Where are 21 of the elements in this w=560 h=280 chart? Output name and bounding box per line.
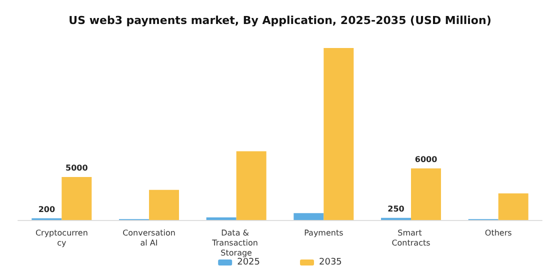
bar xyxy=(411,168,441,220)
x-tick-label: Payments xyxy=(304,228,344,238)
legend-label: 2035 xyxy=(319,258,342,268)
x-tick-label: Smart Contracts xyxy=(392,228,430,248)
data-label: 6000 xyxy=(414,154,438,164)
x-tick-label: Conversational AI xyxy=(122,228,176,248)
x-tick-label: Cryptocurrency xyxy=(35,228,88,248)
bar xyxy=(324,48,354,220)
data-label: 200 xyxy=(38,204,56,214)
bar xyxy=(294,213,324,220)
legend-label: 2025 xyxy=(237,258,260,268)
data-label: 250 xyxy=(388,204,405,214)
chart-title: US web3 payments market, By Application, 2025-2035 (USD Million) xyxy=(68,14,492,27)
bar xyxy=(62,177,92,220)
x-tick-label: Others xyxy=(484,228,512,238)
bar xyxy=(149,190,179,220)
bar xyxy=(206,217,236,220)
bar xyxy=(236,151,266,220)
x-tick-label: Data & Transaction Storage xyxy=(211,228,260,258)
data-label: 5000 xyxy=(66,164,88,172)
bar xyxy=(498,193,528,220)
